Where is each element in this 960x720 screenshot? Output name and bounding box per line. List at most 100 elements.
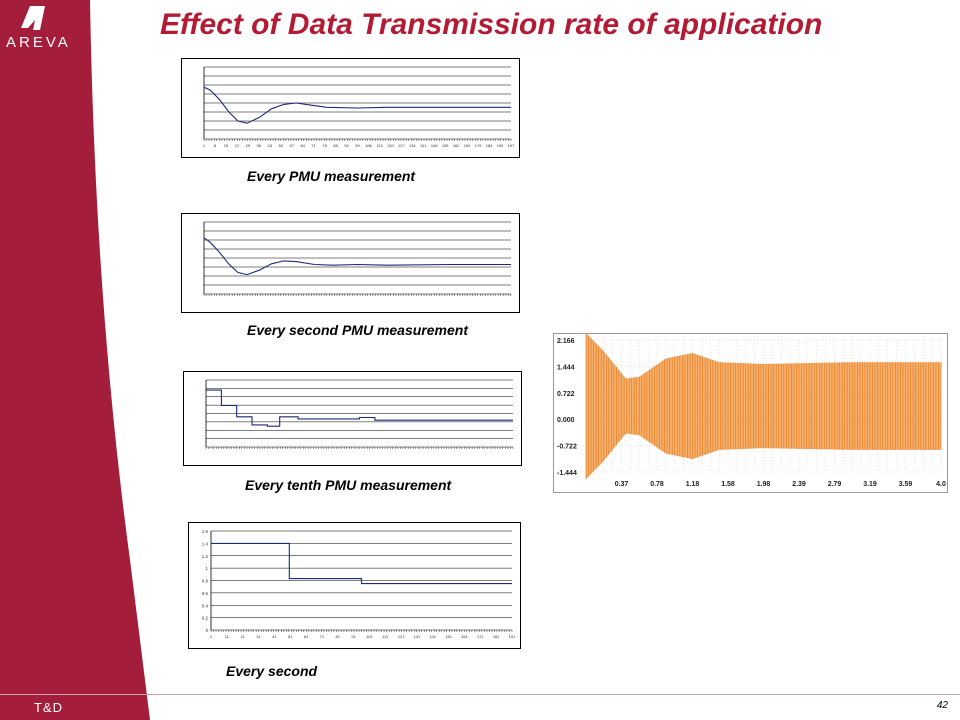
x-tick-label: 155 — [442, 143, 449, 148]
x-tick-label: 120 — [387, 143, 394, 148]
x-tick-label: 78 — [322, 143, 327, 148]
slide-title: Effect of Data Transmission rate of appl… — [160, 8, 823, 41]
x-tick-label: 1 — [210, 634, 213, 639]
x-tick-label: 11 — [225, 634, 230, 639]
y-tick-label: 0.722 — [557, 391, 575, 398]
x-tick-label: 111 — [382, 634, 389, 639]
x-tick-label: 3.19 — [863, 481, 877, 488]
x-tick-label: 8 — [214, 143, 217, 148]
footer-divider — [0, 694, 960, 695]
y-tick-label: 1.6 — [202, 529, 209, 534]
x-tick-label: 176 — [475, 143, 482, 148]
x-tick-label: 50 — [279, 143, 284, 148]
logo-wordmark: AREVA — [6, 34, 71, 51]
y-tick-label: 0.4 — [202, 603, 209, 608]
chart-every-tenth-pmu — [183, 371, 522, 466]
x-tick-label: 4.0 — [936, 481, 946, 488]
x-tick-label: 148 — [431, 143, 438, 148]
series-line — [206, 389, 513, 427]
areva-logo-icon — [21, 6, 45, 30]
chart-every-tenth-pmu-plot — [205, 379, 514, 449]
page-number: 42 — [936, 700, 948, 711]
y-tick-label: 2.166 — [557, 338, 575, 345]
brand-band-shape — [0, 0, 150, 720]
series-line — [203, 237, 511, 276]
x-tick-label: 99 — [355, 143, 360, 148]
x-tick-label: 113 — [376, 143, 383, 148]
x-tick-label: 162 — [453, 143, 460, 148]
x-tick-label: 127 — [398, 143, 405, 148]
y-tick-label: -1.444 — [557, 470, 577, 477]
x-tick-label: 134 — [409, 143, 416, 148]
y-tick-label: 0 — [205, 628, 208, 633]
chart-every-pmu-plot: 1 8 15 22 29 36 43 50 57 64 71 78 85 92 99 106 113 120 127… — [203, 66, 515, 148]
y-tick-label: 1.4 — [202, 541, 209, 546]
x-tick-label: 22 — [235, 143, 240, 148]
chart-every-second-pmu-plot — [203, 221, 512, 296]
y-tick-label: 0.2 — [202, 616, 209, 621]
caption-every-second-pmu: Every second PMU measurement — [247, 322, 468, 338]
x-tick-label: 43 — [268, 143, 273, 148]
x-tick-label: 106 — [365, 143, 372, 148]
x-tick-label: 1.18 — [686, 481, 700, 488]
series-line — [203, 86, 511, 124]
x-tick-label: 61 — [304, 634, 309, 639]
chart-every-second: 0 0.2 0.4 0.6 0.8 1 1.2 1.4 1.6 1 11 21 31 41 51 61 71 81… — [188, 522, 521, 649]
x-tick-label: 36 — [257, 143, 262, 148]
x-tick-label: 71 — [311, 143, 316, 148]
x-tick-label: 151 — [445, 634, 452, 639]
series-line — [211, 542, 512, 585]
x-tick-label: 81 — [336, 634, 341, 639]
chart-oscillation-plot: 2.166 1.444 0.722 0.000 -0.722 -1.444 0.37 0.78… — [557, 334, 946, 488]
x-tick-label: 85 — [333, 143, 338, 148]
caption-every-tenth-pmu: Every tenth PMU measurement — [245, 477, 452, 493]
y-tick-label: 0.000 — [557, 417, 575, 424]
x-tick-label: 2.39 — [792, 481, 806, 488]
x-tick-label: 51 — [288, 634, 293, 639]
y-tick-label: 1.444 — [557, 364, 575, 371]
x-tick-label: 141 — [420, 143, 427, 148]
x-tick-label: 1 — [203, 143, 206, 148]
x-tick-label: 181 — [493, 634, 500, 639]
x-tick-label: 41 — [272, 634, 277, 639]
x-tick-label: 29 — [246, 143, 251, 148]
x-tick-label: 15 — [224, 143, 229, 148]
x-tick-label: 141 — [429, 634, 436, 639]
division-label: T&D — [34, 700, 63, 715]
x-tick-label: 197 — [508, 143, 515, 148]
x-tick-label: 190 — [497, 143, 504, 148]
x-tick-label: 71 — [320, 634, 325, 639]
x-tick-label: 64 — [300, 143, 305, 148]
y-tick-label: 0.8 — [202, 579, 209, 584]
y-tick-label: 1.2 — [202, 554, 209, 559]
x-tick-label: 91 — [351, 634, 356, 639]
x-tick-label: 0.78 — [650, 481, 664, 488]
x-tick-label: 92 — [344, 143, 349, 148]
x-tick-label: 21 — [240, 634, 245, 639]
x-tick-label: 57 — [289, 143, 294, 148]
x-tick-label: 2.79 — [828, 481, 842, 488]
x-tick-label: 191 — [509, 634, 516, 639]
chart-every-pmu: 1 8 15 22 29 36 43 50 57 64 71 78 85 92 99 106 113 120 127… — [181, 58, 520, 158]
caption-every-second: Every second — [226, 663, 318, 679]
x-tick-label: 121 — [398, 634, 405, 639]
y-tick-label: -0.722 — [557, 444, 577, 451]
x-tick-label: 169 — [464, 143, 471, 148]
caption-every-pmu: Every PMU measurement — [247, 168, 416, 184]
x-tick-label: 171 — [477, 634, 484, 639]
x-tick-label: 3.59 — [899, 481, 913, 488]
x-tick-label: 31 — [256, 634, 261, 639]
x-tick-label: 183 — [486, 143, 493, 148]
y-tick-label: 0.6 — [202, 591, 209, 596]
x-tick-label: 0.37 — [615, 481, 629, 488]
x-tick-label: 131 — [414, 634, 421, 639]
x-tick-label: 1.98 — [757, 481, 771, 488]
x-tick-label: 101 — [366, 634, 373, 639]
chart-every-second-pmu — [181, 213, 520, 313]
chart-every-second-plot: 00.20.40.60.811.21.41.61 11 21 31 41 51 61 71 81… — [202, 529, 516, 639]
chart-oscillation: 2.166 1.444 0.722 0.000 -0.722 -1.444 0.37 0.78… — [553, 333, 948, 493]
x-tick-label: 161 — [461, 634, 468, 639]
y-tick-label: 1 — [205, 566, 208, 571]
x-tick-label: 1.58 — [721, 481, 735, 488]
